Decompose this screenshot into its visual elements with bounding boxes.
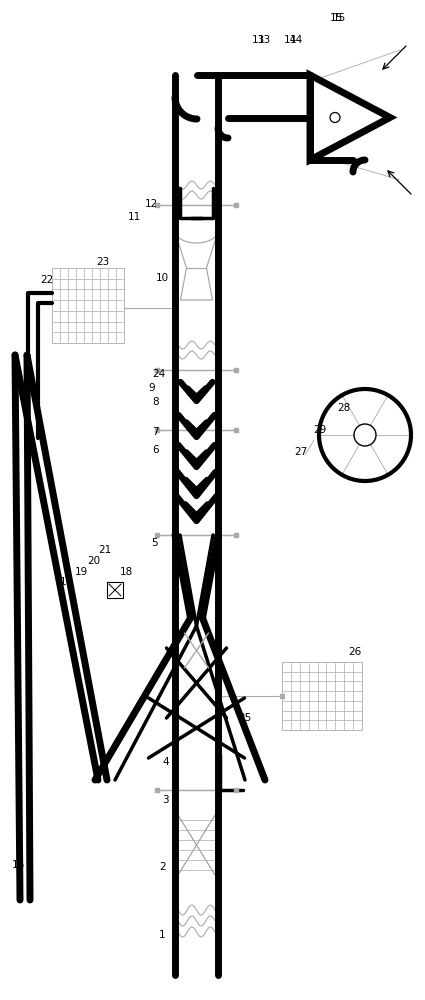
Text: 14: 14 [284,35,297,45]
Text: 11: 11 [128,212,141,222]
Text: 7: 7 [152,427,159,437]
Text: 18: 18 [120,567,133,577]
Text: 17: 17 [60,577,73,587]
Text: 29: 29 [313,425,326,435]
Text: 13: 13 [258,35,271,45]
Text: 4: 4 [162,757,169,767]
Text: 10: 10 [156,273,169,283]
Text: 14: 14 [290,35,303,45]
Text: 6: 6 [152,445,159,455]
Text: 12: 12 [145,199,158,209]
Text: 20: 20 [87,556,100,566]
Text: 22: 22 [40,275,53,285]
Text: 1: 1 [159,930,166,940]
Bar [52,268,124,343]
Text: 25: 25 [238,713,251,723]
Bar [282,662,362,730]
Text: 19: 19 [75,567,88,577]
Text: 21: 21 [98,545,111,555]
Text: 15: 15 [333,13,346,23]
Text: 9: 9 [148,383,155,393]
Text: 3: 3 [162,795,169,805]
Text: 23: 23 [96,257,109,267]
Text: 28: 28 [337,403,350,413]
Text: 2: 2 [159,862,166,872]
Text: 5: 5 [151,538,158,548]
Text: 16: 16 [12,860,25,870]
Bar [107,582,123,598]
Text: 24: 24 [152,369,165,379]
Text: 13: 13 [252,35,265,45]
Text: 26: 26 [348,647,361,657]
Text: 8: 8 [152,397,159,407]
Text: 15: 15 [330,13,343,23]
Text: 27: 27 [294,447,307,457]
